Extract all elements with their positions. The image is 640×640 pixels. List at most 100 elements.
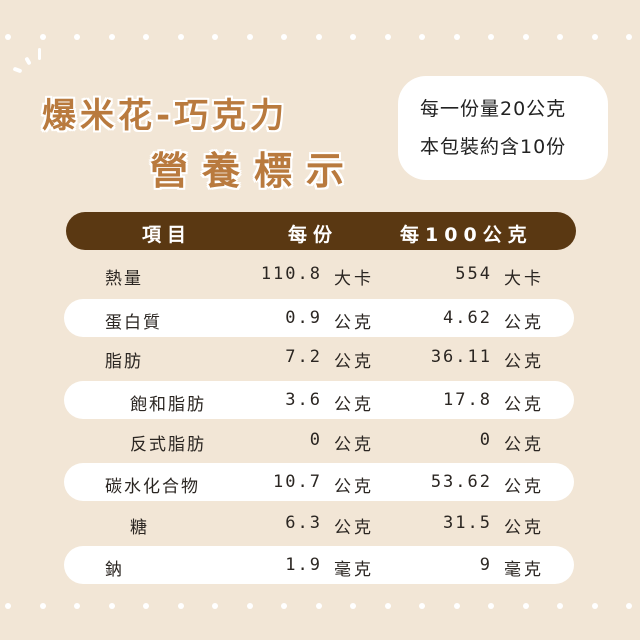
per-100g-unit: 公克	[504, 518, 544, 538]
per-serving-value: 0	[309, 430, 322, 450]
dot	[108, 34, 115, 40]
dot	[384, 603, 391, 609]
nutrient-name: 熱量	[105, 269, 143, 289]
per-100g-value: 31.5	[443, 513, 492, 533]
nutrient-name: 蛋白質	[105, 313, 162, 333]
sparkle-decoration	[38, 48, 41, 60]
dot	[74, 34, 80, 40]
top-dot-border	[0, 34, 640, 42]
table-row: 蛋白質 0.9 公克 4.62 公克	[64, 299, 574, 337]
dot	[177, 34, 184, 40]
per-100g-unit: 大卡	[504, 269, 544, 289]
dot	[212, 603, 218, 609]
dot	[212, 34, 218, 40]
nutrient-name: 碳水化合物	[105, 477, 200, 497]
dot	[488, 603, 494, 609]
dot	[177, 603, 184, 609]
per-serving-unit: 公克	[334, 477, 374, 497]
dot	[522, 603, 529, 609]
sparkle-decoration	[12, 66, 23, 74]
per-100g-unit: 公克	[504, 395, 544, 415]
per-100g-unit: 公克	[504, 313, 544, 333]
dot	[626, 603, 632, 609]
table-row: 熱量 110.8 大卡 554 大卡	[64, 255, 574, 293]
dot	[281, 603, 287, 609]
nutrient-name: 糖	[130, 518, 149, 538]
per-100g-unit: 毫克	[504, 560, 544, 580]
bottom-dot-border	[0, 603, 640, 611]
dot	[419, 603, 425, 609]
dot	[350, 603, 356, 609]
per-100g-value: 554	[455, 264, 492, 284]
dot	[557, 603, 563, 609]
table-row: 飽和脂肪 3.6 公克 17.8 公克	[64, 381, 574, 419]
dot	[281, 34, 287, 40]
dot	[74, 603, 80, 609]
dot	[315, 603, 322, 609]
dot	[39, 603, 46, 609]
per-100g-unit: 公克	[504, 477, 544, 497]
nutrient-name: 鈉	[105, 560, 124, 580]
product-title: 爆米花-巧克力	[42, 96, 289, 136]
dot	[39, 34, 46, 40]
per-serving-unit: 公克	[334, 435, 374, 455]
nutrition-label-title: 營養標示	[150, 149, 359, 193]
table-row: 鈉 1.9 毫克 9 毫克	[64, 546, 574, 584]
dot	[419, 34, 425, 40]
dot	[522, 34, 529, 40]
dot	[453, 34, 460, 40]
table-header: 項目 每份 每100公克	[66, 212, 576, 250]
table-row: 糖 6.3 公克 31.5 公克	[64, 504, 574, 542]
table-row: 脂肪 7.2 公克 36.11 公克	[64, 338, 574, 376]
per-100g-value: 53.62	[430, 472, 492, 492]
per-serving-unit: 大卡	[334, 269, 374, 289]
dot	[5, 603, 11, 609]
dot	[557, 34, 563, 40]
nutrient-name: 脂肪	[105, 352, 143, 372]
per-serving-value: 6.3	[285, 513, 322, 533]
per-serving-value: 110.8	[260, 264, 322, 284]
dot	[143, 34, 149, 40]
per-100g-value: 4.62	[443, 308, 492, 328]
nutrient-name: 飽和脂肪	[130, 395, 206, 415]
per-serving-value: 10.7	[273, 472, 322, 492]
header-per-100g: 每100公克	[400, 224, 533, 246]
dot	[5, 34, 11, 40]
dot	[315, 34, 322, 40]
serving-info-box: 每一份量20公克 本包裝約含10份	[398, 76, 608, 180]
per-serving-value: 3.6	[285, 390, 322, 410]
dot	[488, 34, 494, 40]
dot	[591, 34, 598, 40]
serving-size: 每一份量20公克	[420, 98, 567, 120]
per-serving-value: 1.9	[285, 555, 322, 575]
per-serving-unit: 公克	[334, 518, 374, 538]
per-serving-value: 7.2	[285, 347, 322, 367]
per-serving-unit: 公克	[334, 395, 374, 415]
dot	[626, 34, 632, 40]
dot	[384, 34, 391, 40]
per-serving-unit: 公克	[334, 313, 374, 333]
nutrient-name: 反式脂肪	[130, 435, 206, 455]
table-row: 反式脂肪 0 公克 0 公克	[64, 421, 574, 459]
sparkle-decoration	[24, 56, 32, 66]
dot	[246, 603, 253, 609]
per-100g-value: 36.11	[430, 347, 492, 367]
dot	[591, 603, 598, 609]
dot	[143, 603, 149, 609]
per-100g-unit: 公克	[504, 352, 544, 372]
dot	[246, 34, 253, 40]
per-serving-value: 0.9	[285, 308, 322, 328]
header-item: 項目	[142, 224, 193, 246]
table-row: 碳水化合物 10.7 公克 53.62 公克	[64, 463, 574, 501]
per-100g-value: 9	[479, 555, 492, 575]
per-100g-value: 17.8	[443, 390, 492, 410]
dot	[108, 603, 115, 609]
dot	[453, 603, 460, 609]
per-serving-unit: 毫克	[334, 560, 374, 580]
per-serving-unit: 公克	[334, 352, 374, 372]
per-100g-unit: 公克	[504, 435, 544, 455]
per-100g-value: 0	[479, 430, 492, 450]
header-per-serving: 每份	[288, 224, 339, 246]
dot	[350, 34, 356, 40]
servings-per-package: 本包裝約含10份	[420, 136, 567, 158]
